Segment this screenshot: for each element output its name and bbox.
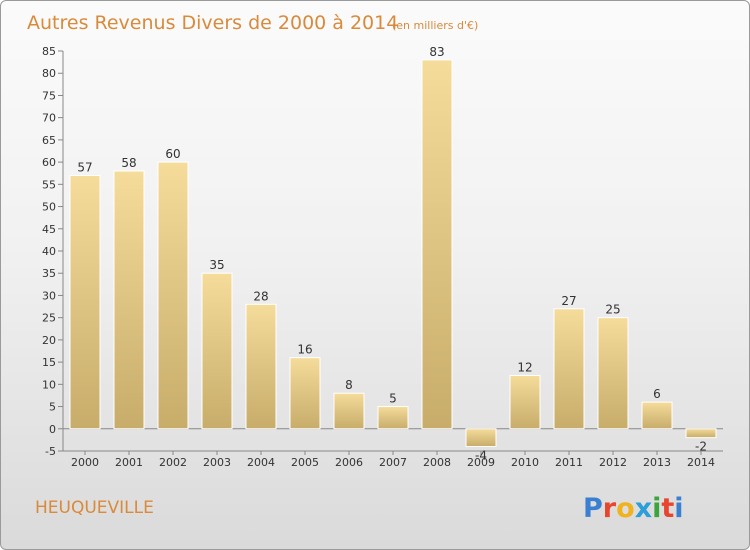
bar-2005 bbox=[289, 357, 321, 430]
y-tick-label: 10 bbox=[42, 378, 56, 391]
y-tick-label: 80 bbox=[42, 67, 56, 80]
y-tick-label: 20 bbox=[42, 334, 56, 347]
x-tick-label: 2007 bbox=[379, 456, 407, 469]
y-tick-label: 85 bbox=[42, 45, 56, 58]
logo-letter: x bbox=[635, 493, 652, 524]
y-tick-label: 35 bbox=[42, 267, 56, 280]
bar-2013 bbox=[641, 401, 673, 430]
y-tick-label: 5 bbox=[49, 401, 56, 414]
bar-2004 bbox=[245, 303, 277, 430]
y-tick-label: 60 bbox=[42, 156, 56, 169]
y-tick-label: 40 bbox=[42, 245, 56, 258]
value-label: 60 bbox=[165, 147, 180, 161]
value-label: 28 bbox=[253, 289, 268, 303]
x-tick-label: 2004 bbox=[247, 456, 275, 469]
value-label: 58 bbox=[121, 156, 136, 170]
y-tick-label: -5 bbox=[45, 445, 56, 458]
value-label: 27 bbox=[561, 294, 576, 308]
y-tick-label: 0 bbox=[49, 423, 56, 436]
chart-title: Autres Revenus Divers de 2000 à 2014 bbox=[27, 12, 398, 34]
bar-2009 bbox=[465, 428, 497, 448]
x-tick-label: 2001 bbox=[115, 456, 143, 469]
x-tick-label: 2009 bbox=[467, 456, 495, 469]
value-label: 8 bbox=[345, 378, 353, 392]
logo-letter: r bbox=[603, 493, 617, 524]
value-label: 16 bbox=[297, 343, 312, 357]
value-label: 12 bbox=[517, 360, 532, 374]
x-tick-label: 2005 bbox=[291, 456, 319, 469]
x-tick-label: 2008 bbox=[423, 456, 451, 469]
value-label: 5 bbox=[389, 392, 397, 406]
value-label: 83 bbox=[429, 45, 444, 59]
logo-letter: i bbox=[674, 493, 683, 524]
y-tick-label: 25 bbox=[42, 312, 56, 325]
x-tick-label: 2000 bbox=[71, 456, 99, 469]
x-tick-label: 2013 bbox=[643, 456, 671, 469]
logo-letter: o bbox=[616, 493, 635, 524]
logo-letter: t bbox=[661, 493, 674, 524]
value-label: 6 bbox=[653, 387, 661, 401]
logo-letter: i bbox=[652, 493, 661, 524]
bar-2003 bbox=[201, 272, 233, 430]
x-tick-label: 2002 bbox=[159, 456, 187, 469]
y-tick-label: 15 bbox=[42, 356, 56, 369]
y-tick-label: 45 bbox=[42, 223, 56, 236]
y-tick-label: 65 bbox=[42, 134, 56, 147]
bar-2000 bbox=[69, 174, 101, 430]
logo-letter: P bbox=[583, 493, 603, 524]
bar-2002 bbox=[157, 161, 189, 430]
x-tick-label: 2003 bbox=[203, 456, 231, 469]
x-tick-label: 2011 bbox=[555, 456, 583, 469]
bar-2001 bbox=[113, 170, 145, 430]
place-label: HEUQUEVILLE bbox=[35, 498, 154, 518]
y-tick-label: 55 bbox=[42, 178, 56, 191]
bar-2007 bbox=[377, 406, 409, 430]
bars: 57 58 60 35 28 16 8 5 83 -4 12 27 25 6 -2 bbox=[69, 45, 717, 463]
axes: -505101520253035404550556065707580852000… bbox=[42, 45, 723, 469]
proxiti-logo: Proxiti bbox=[583, 493, 684, 524]
y-tick-label: 30 bbox=[42, 289, 56, 302]
bar-2014 bbox=[685, 428, 717, 439]
chart-subtitle: (en milliers d'€) bbox=[392, 19, 478, 32]
value-label: -2 bbox=[695, 440, 707, 454]
value-label: 57 bbox=[77, 160, 92, 174]
value-label: -4 bbox=[475, 449, 487, 463]
y-tick-label: 75 bbox=[42, 89, 56, 102]
x-tick-label: 2006 bbox=[335, 456, 363, 469]
bar-2010 bbox=[509, 374, 541, 430]
bar-2012 bbox=[597, 317, 629, 430]
bar-2006 bbox=[333, 392, 365, 430]
y-tick-label: 50 bbox=[42, 201, 56, 214]
bar-2008 bbox=[421, 59, 453, 430]
y-tick-label: 70 bbox=[42, 112, 56, 125]
x-tick-label: 2012 bbox=[599, 456, 627, 469]
value-label: 25 bbox=[605, 303, 620, 317]
x-tick-label: 2010 bbox=[511, 456, 539, 469]
value-label: 35 bbox=[209, 258, 224, 272]
x-tick-label: 2014 bbox=[687, 456, 715, 469]
bar-2011 bbox=[553, 308, 585, 430]
